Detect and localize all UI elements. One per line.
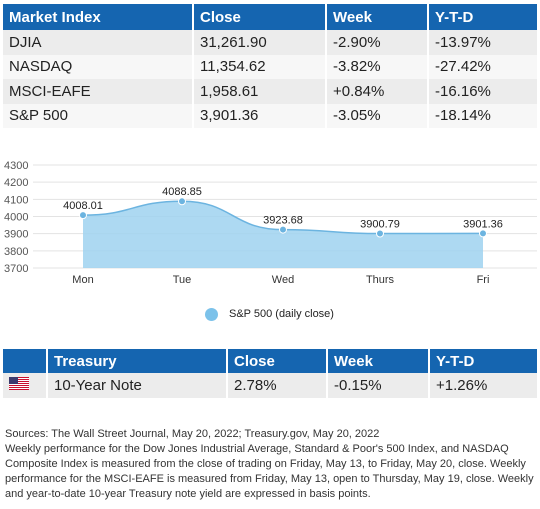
header-icon-col xyxy=(3,349,48,373)
chart-points xyxy=(79,197,487,238)
y-tick-label: 4100 xyxy=(4,194,28,206)
data-label: 3901.36 xyxy=(463,218,503,230)
header-ytd: Y-T-D xyxy=(429,349,537,373)
index-name: NASDAQ xyxy=(3,54,194,79)
index-week: +0.84% xyxy=(326,79,429,104)
sources-line: Sources: The Wall Street Journal, May 20… xyxy=(5,428,380,440)
index-week: -2.90% xyxy=(326,30,429,55)
table-row: S&P 500 3,901.36 -3.05% -18.14% xyxy=(3,103,537,128)
index-name: S&P 500 xyxy=(3,103,194,128)
x-tick-label: Fri xyxy=(477,274,490,286)
index-close: 31,261.90 xyxy=(193,30,327,55)
index-ytd: -18.14% xyxy=(428,103,537,128)
header-ytd: Y-T-D xyxy=(428,4,537,30)
area-fill xyxy=(83,201,483,268)
index-ytd: -27.42% xyxy=(428,54,537,79)
data-point xyxy=(279,225,287,234)
index-ytd: -13.97% xyxy=(428,30,537,55)
y-tick-label: 3800 xyxy=(4,246,28,258)
data-label: 3900.79 xyxy=(360,219,400,231)
x-tick-label: Tue xyxy=(173,274,192,286)
chart-area-series xyxy=(82,200,484,268)
header-week: Week xyxy=(326,4,429,30)
header-treasury: Treasury xyxy=(47,349,228,373)
data-label: 3923.68 xyxy=(263,215,303,227)
sp500-area-chart: 3700 3800 3900 4000 4100 4200 4300 4008.01 4088… xyxy=(4,160,537,286)
treasury-ytd: +1.26% xyxy=(429,373,537,398)
index-close: 11,354.62 xyxy=(193,54,327,79)
source-notes: Sources: The Wall Street Journal, May 20… xyxy=(5,427,535,502)
chart-x-axis: Mon Tue Wed Thurs Fri xyxy=(72,274,489,286)
data-point xyxy=(178,197,186,206)
data-point xyxy=(479,229,487,238)
data-point xyxy=(376,229,384,238)
treasury-table: Treasury Close Week Y-T-D xyxy=(3,349,537,398)
y-tick-label: 3900 xyxy=(4,229,28,241)
treasury-table-header: Treasury Close Week Y-T-D xyxy=(3,349,537,373)
treasury-label: 10-Year Note xyxy=(47,373,228,398)
y-tick-label: 4200 xyxy=(4,177,28,189)
y-tick-label: 3700 xyxy=(4,263,28,275)
index-close: 1,958.61 xyxy=(193,79,327,104)
us-flag-icon xyxy=(9,377,29,394)
chart-legend: S&P 500 (daily close) xyxy=(205,306,334,322)
index-ytd: -16.16% xyxy=(428,79,537,104)
table-row: DJIA 31,261.90 -2.90% -13.97% xyxy=(3,30,537,55)
x-tick-label: Mon xyxy=(72,274,93,286)
header-close: Close xyxy=(227,349,328,373)
data-label: 4088.85 xyxy=(162,186,202,198)
flag-cell xyxy=(3,373,48,398)
legend-marker xyxy=(205,307,218,321)
header-market-index: Market Index xyxy=(3,4,194,30)
x-tick-label: Wed xyxy=(272,274,294,286)
index-close: 3,901.36 xyxy=(193,103,327,128)
treasury-close: 2.78% xyxy=(227,373,328,398)
chart-y-axis: 3700 3800 3900 4000 4100 4200 4300 xyxy=(4,160,28,275)
y-tick-label: 4000 xyxy=(4,212,28,224)
market-index-table: Market Index Close Week Y-T-D DJIA 31,26… xyxy=(3,4,537,128)
index-name: DJIA xyxy=(3,30,194,55)
data-label: 4008.01 xyxy=(63,200,103,212)
index-week: -3.05% xyxy=(326,103,429,128)
header-close: Close xyxy=(193,4,327,30)
methodology-note: Weekly performance for the Dow Jones Ind… xyxy=(5,443,534,500)
table-row: 10-Year Note 2.78% -0.15% +1.26% xyxy=(3,373,537,398)
legend-label: S&P 500 (daily close) xyxy=(229,308,334,320)
x-tick-label: Thurs xyxy=(366,274,395,286)
data-point xyxy=(79,211,87,220)
index-week: -3.82% xyxy=(326,54,429,79)
market-table-header: Market Index Close Week Y-T-D xyxy=(3,4,537,30)
table-row: MSCI-EAFE 1,958.61 +0.84% -16.16% xyxy=(3,79,537,104)
index-name: MSCI-EAFE xyxy=(3,79,194,104)
chart-data-labels: 4008.01 4088.85 3923.68 3900.79 3901.36 xyxy=(63,186,503,230)
table-row: NASDAQ 11,354.62 -3.82% -27.42% xyxy=(3,54,537,79)
y-tick-label: 4300 xyxy=(4,160,28,172)
treasury-week: -0.15% xyxy=(327,373,430,398)
header-week: Week xyxy=(327,349,430,373)
